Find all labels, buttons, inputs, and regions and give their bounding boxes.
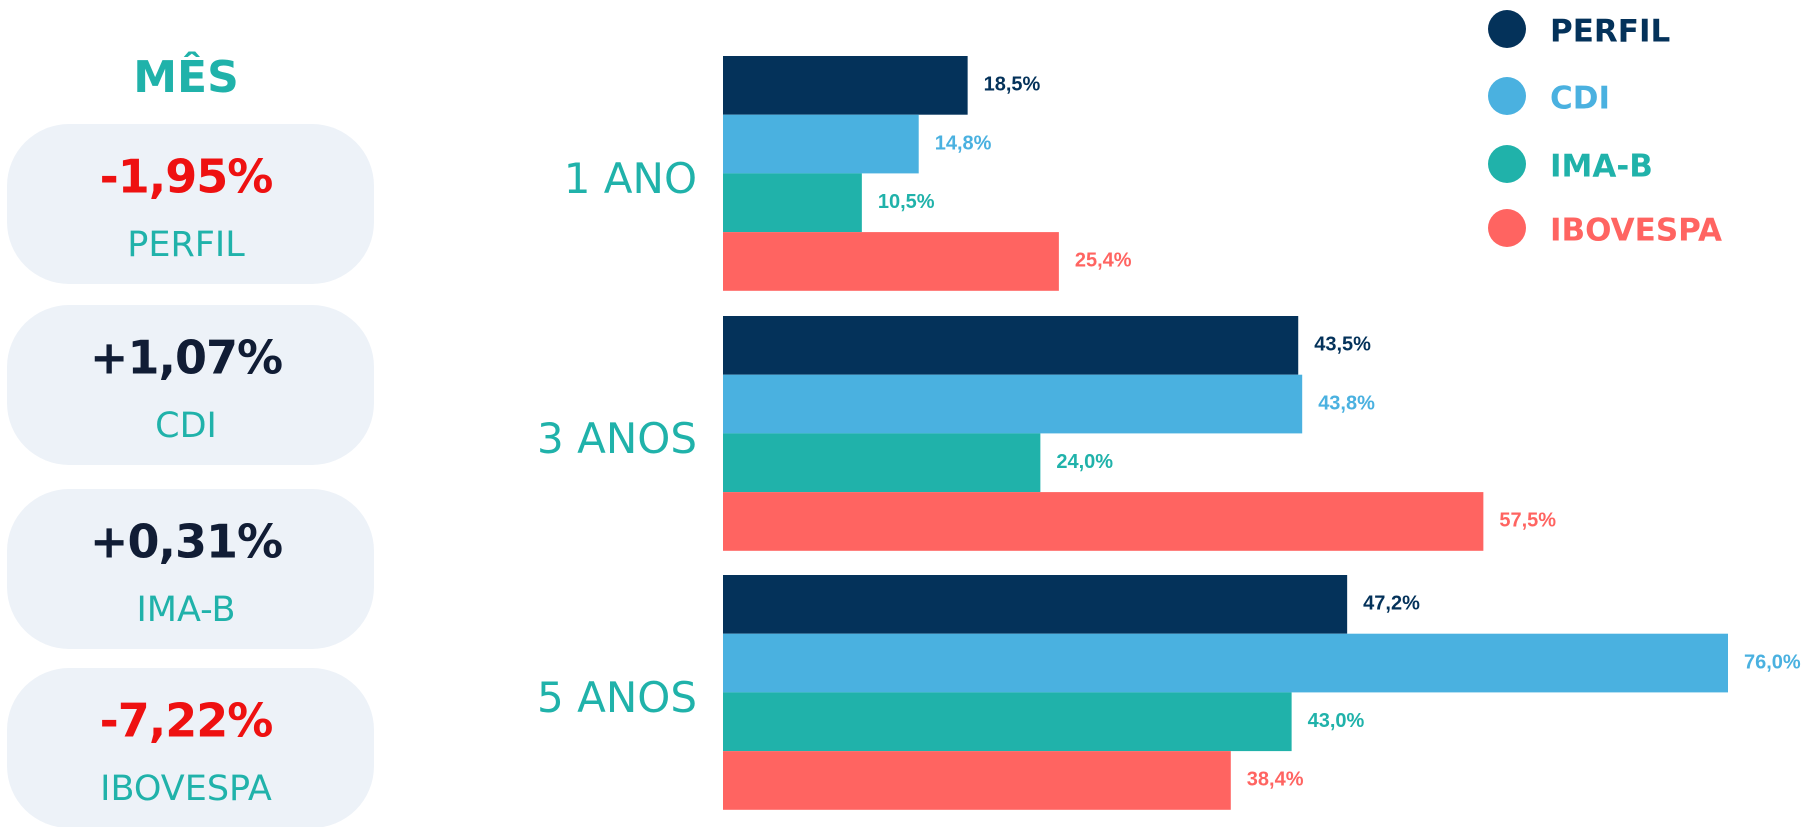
month-label: IBOVESPA: [100, 769, 272, 809]
month-value: -1,95%: [100, 150, 273, 204]
month-value: +1,07%: [90, 331, 282, 385]
month-label: PERFIL: [127, 225, 245, 265]
month-card: [7, 305, 374, 465]
bar: [723, 575, 1348, 634]
bar: [723, 316, 1299, 375]
bar: [723, 374, 1303, 434]
month-value: -7,22%: [100, 694, 273, 748]
legend-marker: [1488, 10, 1526, 48]
month-card: [7, 489, 374, 649]
category-label: 1 ANO: [564, 154, 697, 203]
legend-marker: [1488, 77, 1526, 115]
value-label: 43,8%: [1318, 392, 1375, 414]
month-title: MÊS: [133, 50, 239, 103]
value-label: 38,4%: [1247, 769, 1304, 791]
month-value: +0,31%: [90, 515, 282, 569]
value-label: 76,0%: [1744, 651, 1801, 673]
value-label: 24,0%: [1056, 451, 1113, 473]
bar: [723, 633, 1728, 693]
category-label: 3 ANOS: [537, 414, 697, 463]
value-label: 43,5%: [1314, 334, 1371, 356]
legend-label: PERFIL: [1550, 14, 1670, 50]
category-label: 5 ANOS: [537, 673, 697, 722]
bar: [723, 692, 1292, 752]
month-label: IMA-B: [136, 590, 235, 630]
bar: [723, 433, 1041, 493]
bar: [723, 232, 1059, 291]
legend-label: IMA-B: [1550, 149, 1653, 185]
value-label: 14,8%: [935, 132, 992, 154]
value-label: 10,5%: [878, 191, 935, 213]
bar: [723, 751, 1231, 810]
legend-label: CDI: [1550, 81, 1610, 117]
month-card: [7, 668, 374, 828]
bar: [723, 114, 919, 174]
bar: [723, 173, 862, 233]
value-label: 57,5%: [1499, 510, 1556, 532]
value-label: 47,2%: [1363, 593, 1420, 615]
legend-marker: [1488, 209, 1526, 247]
month-card: [7, 124, 374, 284]
bar: [723, 56, 968, 115]
value-label: 18,5%: [984, 74, 1041, 96]
legend-label: IBOVESPA: [1550, 213, 1722, 249]
legend-marker: [1488, 145, 1526, 183]
bar: [723, 492, 1484, 551]
value-label: 25,4%: [1075, 250, 1132, 272]
month-label: CDI: [155, 406, 217, 446]
value-label: 43,0%: [1308, 710, 1365, 732]
